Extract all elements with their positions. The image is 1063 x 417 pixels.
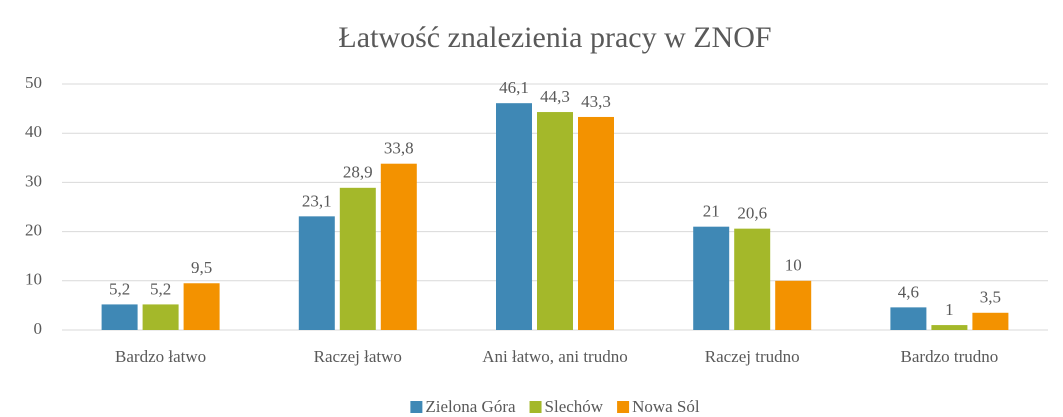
bar xyxy=(101,304,138,330)
bar xyxy=(496,103,532,330)
bar xyxy=(339,187,376,330)
bar xyxy=(890,307,927,330)
y-tick-label: 10 xyxy=(25,270,42,289)
bar xyxy=(775,280,812,330)
value-label: 28,9 xyxy=(343,163,373,182)
bar xyxy=(142,304,179,330)
y-tick-label: 50 xyxy=(25,73,42,92)
value-label: 9,5 xyxy=(191,258,212,277)
bar xyxy=(578,116,614,331)
value-label: 3,5 xyxy=(980,288,1001,307)
legend-swatch xyxy=(529,401,542,413)
y-tick-label: 40 xyxy=(25,122,42,141)
bar xyxy=(972,312,1009,330)
legend-label: Slechów xyxy=(545,397,604,416)
legend-swatch xyxy=(410,401,423,413)
value-label: 23,1 xyxy=(302,191,332,210)
y-tick-label: 30 xyxy=(25,171,42,190)
value-label: 46,1 xyxy=(499,78,529,97)
value-label: 33,8 xyxy=(384,139,414,158)
legend-swatch xyxy=(617,401,630,413)
value-label: 44,3 xyxy=(540,87,570,106)
value-label: 5,2 xyxy=(150,279,171,298)
x-tick-label: Bardzo łatwo xyxy=(115,347,206,366)
value-label: 4,6 xyxy=(898,282,919,301)
bar xyxy=(183,283,220,330)
value-label: 43,3 xyxy=(581,92,611,111)
x-tick-label: Raczej trudno xyxy=(705,347,800,366)
bar xyxy=(693,226,730,330)
x-tick-label: Bardzo trudno xyxy=(901,347,999,366)
bar xyxy=(380,163,417,330)
legend-label: Zielona Góra xyxy=(425,397,516,416)
bar xyxy=(298,216,335,330)
y-tick-label: 20 xyxy=(25,221,42,240)
legend-label: Nowa Sól xyxy=(632,397,700,416)
value-label: 10 xyxy=(785,256,802,275)
x-tick-label: Ani łatwo, ani trudno xyxy=(482,347,627,366)
x-tick-label: Raczej łatwo xyxy=(314,347,402,366)
value-label: 5,2 xyxy=(109,279,130,298)
y-tick-label: 0 xyxy=(34,319,43,338)
value-label: 20,6 xyxy=(737,204,767,223)
value-label: 21 xyxy=(703,202,720,221)
value-label: 1 xyxy=(945,300,954,319)
bar xyxy=(734,228,771,330)
bar xyxy=(931,325,968,330)
chart-title: Łatwość znalezienia pracy w ZNOF xyxy=(338,21,771,54)
bar xyxy=(537,112,573,330)
